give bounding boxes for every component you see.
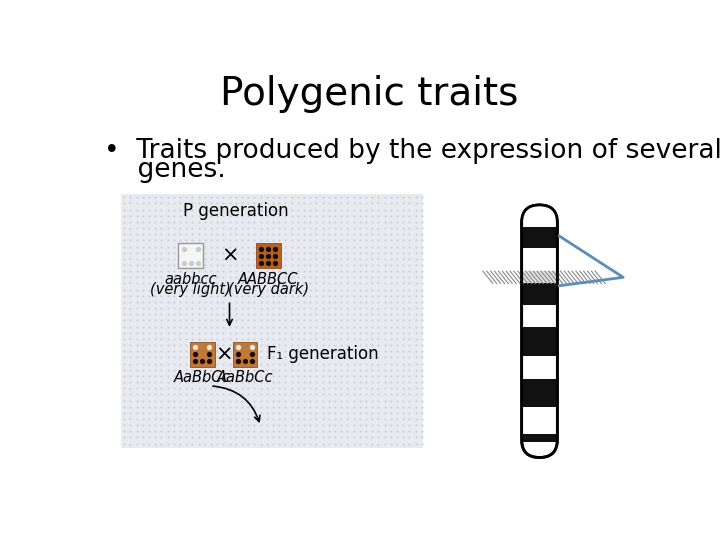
Text: genes.: genes. xyxy=(104,157,225,183)
Text: P generation: P generation xyxy=(183,202,289,220)
Text: AaBbCc: AaBbCc xyxy=(174,370,230,386)
FancyBboxPatch shape xyxy=(256,244,281,268)
Text: AABBCC: AABBCC xyxy=(238,272,299,287)
Bar xyxy=(522,248,557,271)
Bar xyxy=(522,271,557,284)
Bar xyxy=(121,194,423,448)
Bar xyxy=(522,407,557,434)
Text: AaBbCc: AaBbCc xyxy=(217,370,274,386)
Text: •  Traits produced by the expression of several: • Traits produced by the expression of s… xyxy=(104,138,720,164)
Bar xyxy=(522,434,557,442)
FancyBboxPatch shape xyxy=(233,342,258,367)
Bar xyxy=(522,271,557,284)
Bar xyxy=(522,305,557,327)
Bar xyxy=(522,205,557,226)
Text: aabbcc: aabbcc xyxy=(164,272,217,287)
FancyBboxPatch shape xyxy=(522,205,557,457)
FancyBboxPatch shape xyxy=(190,342,215,367)
Bar xyxy=(522,226,557,248)
Text: ×: × xyxy=(221,246,238,266)
Text: Polygenic traits: Polygenic traits xyxy=(220,75,518,113)
Text: ×: × xyxy=(215,345,233,364)
Text: F₁ generation: F₁ generation xyxy=(266,345,378,363)
Text: (very light): (very light) xyxy=(150,282,231,297)
Text: (very dark): (very dark) xyxy=(228,282,309,297)
Bar xyxy=(522,284,557,305)
Bar xyxy=(522,379,557,407)
Bar xyxy=(522,356,557,379)
Bar xyxy=(522,327,557,356)
FancyBboxPatch shape xyxy=(179,244,203,268)
